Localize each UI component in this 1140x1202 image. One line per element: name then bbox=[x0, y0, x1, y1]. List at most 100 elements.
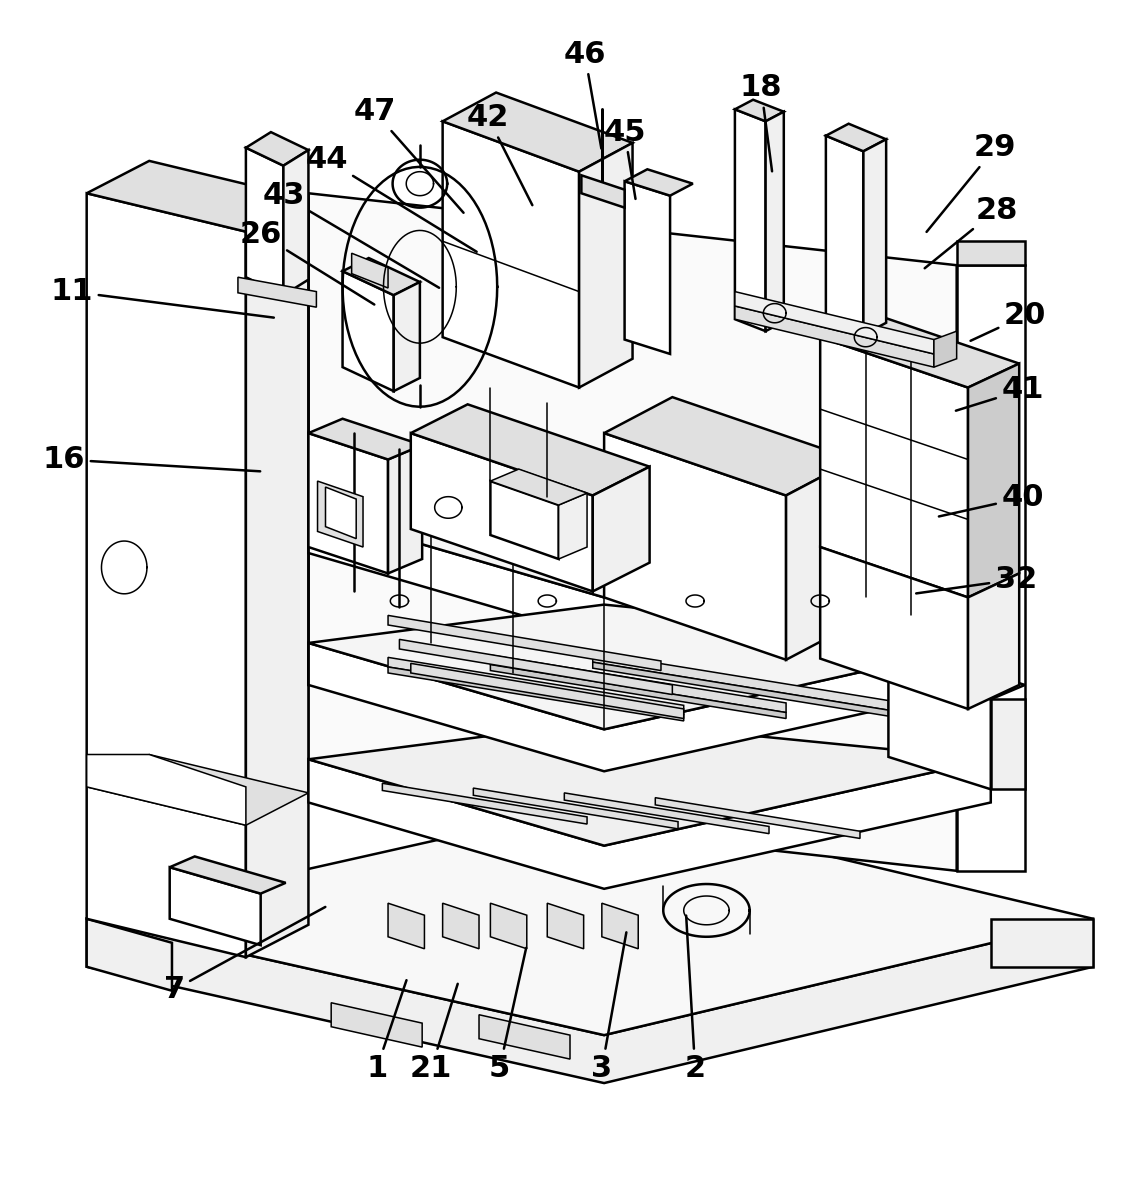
Text: 28: 28 bbox=[925, 196, 1018, 268]
Polygon shape bbox=[593, 466, 650, 591]
Polygon shape bbox=[593, 662, 888, 716]
Polygon shape bbox=[309, 418, 422, 459]
Text: 16: 16 bbox=[42, 445, 260, 474]
Text: 2: 2 bbox=[684, 916, 706, 1083]
Polygon shape bbox=[479, 1014, 570, 1059]
Polygon shape bbox=[735, 109, 766, 332]
Text: 32: 32 bbox=[917, 565, 1037, 594]
Text: 18: 18 bbox=[740, 73, 782, 172]
Polygon shape bbox=[825, 124, 886, 151]
Polygon shape bbox=[309, 194, 956, 870]
Polygon shape bbox=[399, 639, 673, 695]
Text: 3: 3 bbox=[592, 933, 626, 1083]
Polygon shape bbox=[602, 903, 638, 948]
Text: 45: 45 bbox=[603, 118, 646, 198]
Text: 26: 26 bbox=[239, 220, 374, 304]
Polygon shape bbox=[564, 793, 770, 834]
Polygon shape bbox=[956, 266, 1025, 870]
Polygon shape bbox=[820, 547, 968, 709]
Polygon shape bbox=[246, 132, 309, 166]
Polygon shape bbox=[559, 493, 587, 559]
Polygon shape bbox=[382, 784, 587, 825]
Text: 46: 46 bbox=[563, 40, 606, 149]
Polygon shape bbox=[593, 653, 888, 710]
Polygon shape bbox=[490, 903, 527, 948]
Polygon shape bbox=[735, 292, 934, 353]
Polygon shape bbox=[991, 918, 1093, 966]
Polygon shape bbox=[388, 903, 424, 948]
Polygon shape bbox=[87, 918, 172, 990]
Polygon shape bbox=[309, 760, 991, 888]
Polygon shape bbox=[87, 755, 309, 826]
Polygon shape bbox=[410, 404, 650, 495]
Polygon shape bbox=[87, 161, 309, 232]
Polygon shape bbox=[766, 112, 784, 332]
Text: 42: 42 bbox=[467, 103, 532, 206]
Polygon shape bbox=[309, 643, 991, 772]
Polygon shape bbox=[309, 511, 991, 639]
Text: 5: 5 bbox=[489, 948, 527, 1083]
Polygon shape bbox=[581, 175, 625, 208]
Polygon shape bbox=[87, 755, 246, 826]
Polygon shape bbox=[547, 903, 584, 948]
Polygon shape bbox=[87, 803, 1093, 1035]
Polygon shape bbox=[490, 665, 787, 719]
Polygon shape bbox=[825, 136, 863, 335]
Polygon shape bbox=[309, 472, 991, 597]
Polygon shape bbox=[410, 433, 593, 591]
Polygon shape bbox=[579, 143, 633, 387]
Polygon shape bbox=[318, 481, 363, 547]
Polygon shape bbox=[332, 1002, 422, 1047]
Polygon shape bbox=[934, 332, 956, 367]
Polygon shape bbox=[388, 667, 684, 721]
Text: 20: 20 bbox=[970, 300, 1047, 341]
Polygon shape bbox=[388, 615, 661, 671]
Polygon shape bbox=[442, 903, 479, 948]
Polygon shape bbox=[991, 700, 1025, 790]
Polygon shape bbox=[968, 363, 1019, 597]
Polygon shape bbox=[87, 918, 1093, 1083]
Polygon shape bbox=[246, 148, 284, 296]
Polygon shape bbox=[309, 433, 388, 573]
Text: 7: 7 bbox=[164, 908, 325, 1004]
Polygon shape bbox=[246, 200, 309, 957]
Polygon shape bbox=[284, 150, 309, 296]
Polygon shape bbox=[351, 254, 388, 288]
Polygon shape bbox=[326, 487, 356, 538]
Text: 41: 41 bbox=[956, 375, 1044, 411]
Polygon shape bbox=[410, 664, 684, 719]
Text: 29: 29 bbox=[927, 133, 1017, 232]
Polygon shape bbox=[309, 721, 991, 846]
Polygon shape bbox=[342, 272, 393, 391]
Polygon shape bbox=[388, 445, 422, 573]
Polygon shape bbox=[87, 194, 246, 957]
Polygon shape bbox=[473, 789, 678, 829]
Polygon shape bbox=[968, 573, 1019, 709]
Polygon shape bbox=[170, 867, 261, 945]
Polygon shape bbox=[490, 469, 587, 505]
Polygon shape bbox=[442, 93, 633, 172]
Polygon shape bbox=[393, 282, 420, 391]
Polygon shape bbox=[388, 657, 684, 715]
Text: 40: 40 bbox=[939, 483, 1044, 517]
Polygon shape bbox=[787, 459, 854, 660]
Text: 21: 21 bbox=[410, 983, 458, 1083]
Polygon shape bbox=[888, 653, 1025, 700]
Polygon shape bbox=[888, 667, 991, 790]
Polygon shape bbox=[604, 397, 854, 495]
Polygon shape bbox=[956, 242, 1025, 266]
Polygon shape bbox=[656, 798, 860, 839]
Polygon shape bbox=[735, 307, 934, 367]
Polygon shape bbox=[863, 139, 886, 335]
Polygon shape bbox=[820, 314, 1019, 387]
Text: 1: 1 bbox=[366, 980, 407, 1083]
Polygon shape bbox=[735, 100, 784, 121]
Text: 11: 11 bbox=[50, 278, 274, 317]
Polygon shape bbox=[238, 278, 317, 308]
Text: 47: 47 bbox=[353, 97, 464, 213]
Polygon shape bbox=[625, 169, 693, 196]
Polygon shape bbox=[490, 481, 559, 559]
Polygon shape bbox=[342, 258, 420, 296]
Polygon shape bbox=[309, 605, 991, 730]
Polygon shape bbox=[604, 433, 787, 660]
